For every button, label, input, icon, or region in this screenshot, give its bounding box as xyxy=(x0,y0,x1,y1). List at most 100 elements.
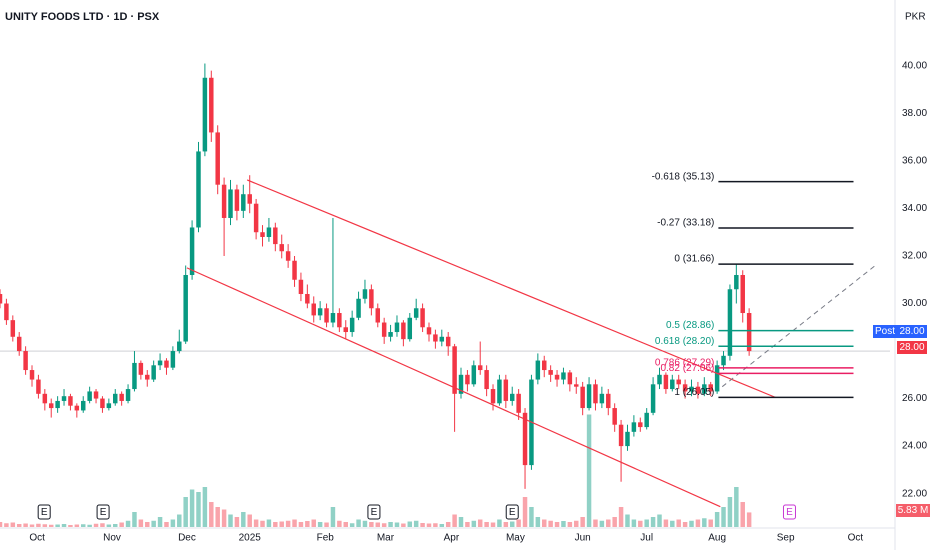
volume-bar xyxy=(542,519,547,527)
event-label: E xyxy=(100,507,107,518)
volume-bar xyxy=(138,519,144,527)
volume-bar xyxy=(676,519,681,527)
volume-bar xyxy=(458,517,464,527)
candle-body xyxy=(196,151,201,228)
candle-body xyxy=(721,355,726,366)
candle-body xyxy=(503,379,509,401)
volume-bar xyxy=(586,414,592,527)
volume-bar xyxy=(247,514,252,527)
candle-body xyxy=(394,322,400,333)
volume-bar xyxy=(337,520,342,527)
candle-body xyxy=(215,132,220,185)
candle-body xyxy=(157,360,163,366)
candle-body xyxy=(311,303,316,316)
candle-body xyxy=(16,336,22,352)
volume-bar xyxy=(189,489,195,527)
candle-body xyxy=(535,360,541,380)
volume-bar xyxy=(100,523,105,527)
volume-bar xyxy=(42,524,48,527)
volume-bar xyxy=(727,497,733,527)
post-badge xyxy=(873,325,897,338)
candle-body xyxy=(279,244,284,252)
candle-body xyxy=(36,379,41,394)
candle-body xyxy=(4,303,9,321)
candle-body xyxy=(234,189,240,211)
candle-body xyxy=(746,313,752,352)
candle-body xyxy=(471,365,477,385)
candle-body xyxy=(497,379,502,404)
x-tick-label: Oct xyxy=(29,533,45,544)
volume-bar xyxy=(644,519,649,527)
volume-bar xyxy=(471,520,477,527)
volume-bar xyxy=(548,520,553,527)
candle-body xyxy=(317,308,323,316)
volume-bar xyxy=(0,522,3,527)
volume-bar xyxy=(221,509,227,527)
event-label: E xyxy=(41,507,48,518)
candle-body xyxy=(509,393,515,401)
post-price: 28.00 xyxy=(899,326,924,337)
candle-body xyxy=(445,336,451,347)
candle-body xyxy=(337,313,342,328)
volume-bar xyxy=(702,518,707,527)
fib-label: 0.5 (28.86) xyxy=(666,320,714,331)
candle-body xyxy=(381,322,387,337)
candle-body xyxy=(542,360,547,371)
y-tick-label: 38.00 xyxy=(902,108,927,119)
event-marker xyxy=(96,504,110,520)
volume-bar xyxy=(125,520,131,527)
candle-body xyxy=(132,362,137,390)
candle-body xyxy=(189,227,195,275)
volume-bar xyxy=(503,522,509,527)
volume-bar xyxy=(292,519,297,527)
volume-bar xyxy=(260,520,265,527)
candle-body xyxy=(388,332,393,337)
candle-body xyxy=(80,400,86,411)
candle-body xyxy=(375,308,381,323)
candle-body xyxy=(228,189,233,218)
volume-bar xyxy=(388,522,393,527)
candle-body xyxy=(369,289,374,309)
volume-bar xyxy=(452,514,457,527)
candle-body xyxy=(567,372,573,385)
event-label: E xyxy=(371,507,378,518)
candle-body xyxy=(554,374,560,380)
volume-bar xyxy=(10,522,16,527)
y-tick-label: 32.00 xyxy=(902,251,927,262)
volume-bar xyxy=(426,523,432,527)
candle-body xyxy=(708,384,713,392)
volume-bar xyxy=(420,523,425,527)
candle-body xyxy=(740,275,745,314)
volume-bar xyxy=(157,517,163,527)
volume-bar xyxy=(721,507,726,527)
volume-bar xyxy=(241,512,246,527)
candle-body xyxy=(100,398,105,409)
candle-body xyxy=(548,370,553,375)
candle-body xyxy=(574,384,579,387)
volume-bar xyxy=(599,520,605,527)
x-tick-label: Nov xyxy=(103,533,121,544)
y-tick-label: 34.00 xyxy=(902,203,927,214)
x-tick-label: Oct xyxy=(848,533,864,544)
candle-body xyxy=(125,389,131,401)
x-tick-label: Aug xyxy=(708,533,726,544)
volume-bar xyxy=(606,519,611,527)
volume-bar xyxy=(68,525,73,527)
candle-body xyxy=(727,289,733,356)
candle-body xyxy=(324,308,329,323)
candle-body xyxy=(260,232,265,237)
candle-body xyxy=(362,289,368,299)
candle-body xyxy=(298,279,304,295)
volume-bar xyxy=(183,497,188,527)
volume-bar xyxy=(439,524,445,527)
candle-body xyxy=(48,403,54,409)
candle-body xyxy=(618,424,624,447)
candle-body xyxy=(183,275,188,342)
candle-body xyxy=(625,431,630,447)
candle-body xyxy=(465,374,470,385)
candle-body xyxy=(458,374,464,394)
volume-bar xyxy=(465,522,470,527)
candle-body xyxy=(593,384,598,404)
